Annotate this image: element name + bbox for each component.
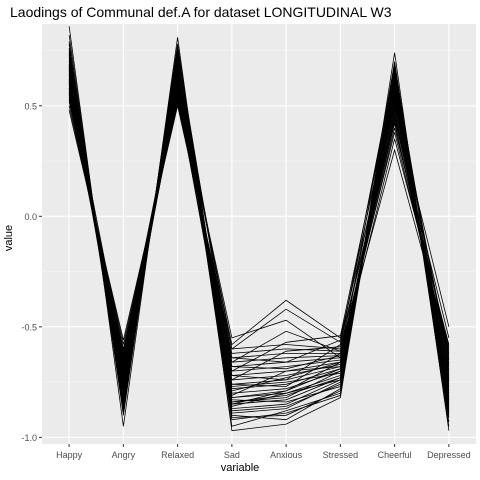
series-line-s39 <box>68 79 450 399</box>
series-line-s40 <box>68 68 450 403</box>
series-line-s37 <box>68 96 450 387</box>
x-axis-label: variable <box>220 462 260 474</box>
series-lines <box>68 26 450 432</box>
series-line-s15 <box>68 103 450 354</box>
series-line-s38 <box>68 41 450 414</box>
x-tick-label: Anxious <box>270 450 303 460</box>
series-line-s35 <box>68 90 450 370</box>
x-tick-label: Angry <box>112 450 136 460</box>
series-line-s34 <box>68 63 450 391</box>
chart-title: Laodings of Communal def.A for dataset L… <box>10 4 392 20</box>
y-tick-label: -0.5 <box>21 322 37 332</box>
series-line-s31 <box>68 68 450 387</box>
x-tick-label: Happy <box>56 450 83 460</box>
x-tick-label: Stressed <box>323 450 359 460</box>
x-tick-label: Relaxed <box>161 450 194 460</box>
x-axis-ticks: Happy Angry Relaxed Sad Anxious Stressed Cheer… <box>56 444 471 460</box>
y-tick-label: 0.0 <box>24 212 37 222</box>
series-line-s30 <box>68 88 450 361</box>
plot-panel <box>42 24 476 444</box>
series-line-s1 <box>68 26 450 432</box>
x-tick-label: Sad <box>224 450 240 460</box>
series-line-s33 <box>68 79 450 381</box>
x-tick-label: Cheerful <box>378 450 412 460</box>
y-axis-ticks: -1.0 -0.5 0.0 0.5 <box>21 101 42 443</box>
x-tick-label: Depressed <box>427 450 471 460</box>
y-tick-label: -1.0 <box>21 433 37 443</box>
y-tick-label: 0.5 <box>24 101 37 111</box>
